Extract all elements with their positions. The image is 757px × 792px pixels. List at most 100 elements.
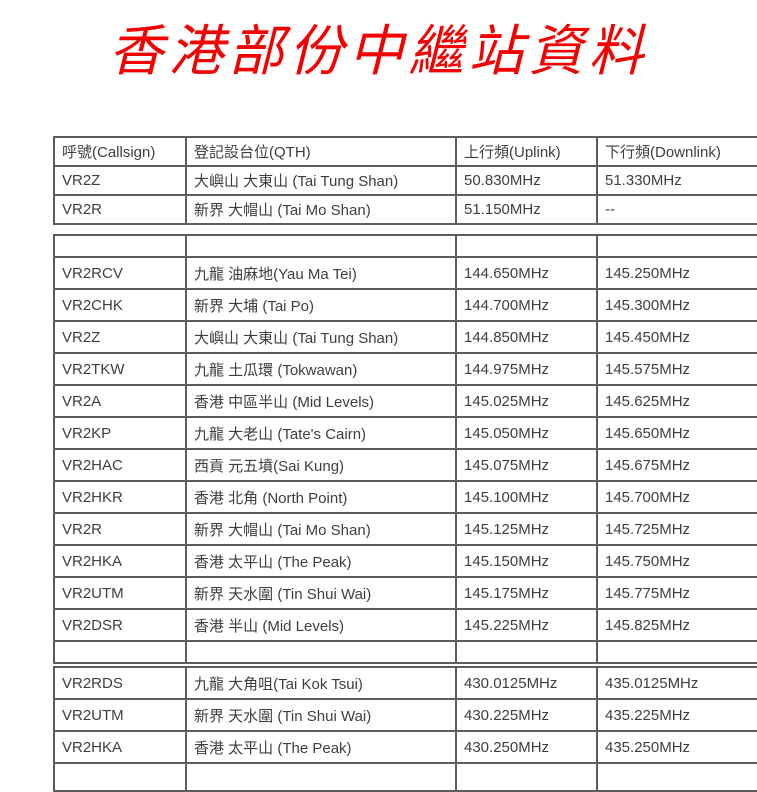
uplink-cell: 145.100MHz — [455, 480, 598, 514]
repeater-row: VR2R 新界 大帽山 (Tai Mo Shan) 51.150MHz -- — [53, 194, 757, 225]
downlink-cell: 435.250MHz — [596, 730, 757, 764]
column-header-callsign: 呼號(Callsign) — [53, 136, 187, 167]
qth-cell: 香港 太平山 (The Peak) — [185, 730, 457, 764]
uplink-cell: 144.850MHz — [455, 320, 598, 354]
repeater-row: VR2RDS 九龍 大角咀(Tai Kok Tsui) 430.0125MHz 435… — [53, 666, 757, 700]
uplink-cell: 145.225MHz — [455, 608, 598, 642]
uplink-cell: 144.975MHz — [455, 352, 598, 386]
callsign-cell: VR2RCV — [53, 256, 187, 290]
repeater-row: VR2HKR 香港 北角 (North Point) 145.100MHz 145.7… — [53, 480, 757, 514]
column-header-qth: 登記設台位(QTH) — [185, 136, 457, 167]
downlink-cell: 145.450MHz — [596, 320, 757, 354]
uplink-cell: 144.650MHz — [455, 256, 598, 290]
uplink-cell: 51.150MHz — [455, 194, 598, 225]
qth-cell: 新界 天水圍 (Tin Shui Wai) — [185, 698, 457, 732]
qth-cell: 九龍 大角咀(Tai Kok Tsui) — [185, 666, 457, 700]
downlink-cell: 145.675MHz — [596, 448, 757, 482]
uplink-cell: 430.250MHz — [455, 730, 598, 764]
qth-cell: 九龍 土瓜環 (Tokwawan) — [185, 352, 457, 386]
separator-cell — [455, 234, 598, 258]
uplink-cell: 145.050MHz — [455, 416, 598, 450]
repeater-row: VR2RCV 九龍 油麻地(Yau Ma Tei) 144.650MHz 145.25… — [53, 256, 757, 290]
repeater-row: VR2UTM 新界 天水圍 (Tin Shui Wai) 145.175MHz 145… — [53, 576, 757, 610]
downlink-cell: 145.750MHz — [596, 544, 757, 578]
qth-cell: 香港 中區半山 (Mid Levels) — [185, 384, 457, 418]
uplink-cell: 50.830MHz — [455, 165, 598, 196]
separator-cell — [53, 234, 187, 258]
clipped-cell — [596, 762, 757, 792]
repeater-row: VR2KP 九龍 大老山 (Tate's Cairn) 145.050MHz 145.… — [53, 416, 757, 450]
callsign-cell: VR2UTM — [53, 698, 187, 732]
qth-cell: 新界 大帽山 (Tai Mo Shan) — [185, 194, 457, 225]
separator-row — [53, 640, 757, 664]
repeater-tables: 呼號(Callsign) 登記設台位(QTH) 上行頻(Uplink) 下行頻(Dow… — [53, 136, 757, 792]
uplink-cell: 430.0125MHz — [455, 666, 598, 700]
callsign-cell: VR2HKA — [53, 730, 187, 764]
qth-cell: 新界 大埔 (Tai Po) — [185, 288, 457, 322]
repeater-row: VR2Z 大嶼山 大東山 (Tai Tung Shan) 144.850MHz 145… — [53, 320, 757, 354]
separator-cell — [185, 234, 457, 258]
downlink-cell: 435.225MHz — [596, 698, 757, 732]
qth-cell: 西貢 元五墳(Sai Kung) — [185, 448, 457, 482]
separator-row — [53, 234, 757, 258]
uplink-cell: 145.125MHz — [455, 512, 598, 546]
downlink-cell: 145.775MHz — [596, 576, 757, 610]
downlink-cell: 435.0125MHz — [596, 666, 757, 700]
uplink-cell: 145.025MHz — [455, 384, 598, 418]
header-row: 呼號(Callsign) 登記設台位(QTH) 上行頻(Uplink) 下行頻(Dow… — [53, 136, 757, 167]
separator-cell — [185, 640, 457, 664]
repeater-table-50mhz: 呼號(Callsign) 登記設台位(QTH) 上行頻(Uplink) 下行頻(Dow… — [53, 136, 757, 225]
downlink-cell: 145.300MHz — [596, 288, 757, 322]
qth-cell: 香港 太平山 (The Peak) — [185, 544, 457, 578]
repeater-row: VR2CHK 新界 大埔 (Tai Po) 144.700MHz 145.300MHz — [53, 288, 757, 322]
callsign-cell: VR2TKW — [53, 352, 187, 386]
callsign-cell: VR2R — [53, 512, 187, 546]
callsign-cell: VR2CHK — [53, 288, 187, 322]
qth-cell: 新界 天水圍 (Tin Shui Wai) — [185, 576, 457, 610]
clipped-cell — [185, 762, 457, 792]
callsign-cell: VR2HKR — [53, 480, 187, 514]
repeater-row: VR2UTM 新界 天水圍 (Tin Shui Wai) 430.225MHz 435… — [53, 698, 757, 732]
uplink-cell: 145.075MHz — [455, 448, 598, 482]
clipped-cell — [53, 762, 187, 792]
callsign-cell: VR2HAC — [53, 448, 187, 482]
downlink-cell: 51.330MHz — [596, 165, 757, 196]
downlink-cell: -- — [596, 194, 757, 225]
downlink-cell: 145.250MHz — [596, 256, 757, 290]
downlink-cell: 145.575MHz — [596, 352, 757, 386]
repeater-table-430mhz: VR2RDS 九龍 大角咀(Tai Kok Tsui) 430.0125MHz 435… — [53, 666, 757, 792]
page: 香港部份中繼站資料 呼號(Callsign) 登記設台位(QTH) 上行頻(Upli… — [0, 6, 757, 792]
page-title: 香港部份中繼站資料 — [108, 20, 649, 82]
uplink-cell: 145.175MHz — [455, 576, 598, 610]
qth-cell: 新界 大帽山 (Tai Mo Shan) — [185, 512, 457, 546]
qth-cell: 香港 半山 (Mid Levels) — [185, 608, 457, 642]
callsign-cell: VR2UTM — [53, 576, 187, 610]
clipped-partial-row — [53, 762, 757, 792]
uplink-cell: 144.700MHz — [455, 288, 598, 322]
qth-cell: 大嶼山 大東山 (Tai Tung Shan) — [185, 165, 457, 196]
repeater-row: VR2HKA 香港 太平山 (The Peak) 430.250MHz 435.250… — [53, 730, 757, 764]
repeater-table-144mhz: VR2RCV 九龍 油麻地(Yau Ma Tei) 144.650MHz 145.25… — [53, 234, 757, 664]
downlink-cell: 145.825MHz — [596, 608, 757, 642]
callsign-cell: VR2Z — [53, 320, 187, 354]
repeater-row: VR2HAC 西貢 元五墳(Sai Kung) 145.075MHz 145.675M… — [53, 448, 757, 482]
repeater-row: VR2HKA 香港 太平山 (The Peak) 145.150MHz 145.750… — [53, 544, 757, 578]
uplink-cell: 430.225MHz — [455, 698, 598, 732]
callsign-cell: VR2DSR — [53, 608, 187, 642]
downlink-cell: 145.725MHz — [596, 512, 757, 546]
downlink-cell: 145.700MHz — [596, 480, 757, 514]
callsign-cell: VR2R — [53, 194, 187, 225]
callsign-cell: VR2RDS — [53, 666, 187, 700]
repeater-row: VR2A 香港 中區半山 (Mid Levels) 145.025MHz 145.62… — [53, 384, 757, 418]
repeater-row: VR2R 新界 大帽山 (Tai Mo Shan) 145.125MHz 145.72… — [53, 512, 757, 546]
qth-cell: 香港 北角 (North Point) — [185, 480, 457, 514]
downlink-cell: 145.625MHz — [596, 384, 757, 418]
repeater-row: VR2TKW 九龍 土瓜環 (Tokwawan) 144.975MHz 145.575… — [53, 352, 757, 386]
separator-cell — [455, 640, 598, 664]
qth-cell: 大嶼山 大東山 (Tai Tung Shan) — [185, 320, 457, 354]
qth-cell: 九龍 大老山 (Tate's Cairn) — [185, 416, 457, 450]
column-header-downlink: 下行頻(Downlink) — [596, 136, 757, 167]
uplink-cell: 145.150MHz — [455, 544, 598, 578]
callsign-cell: VR2HKA — [53, 544, 187, 578]
repeater-row: VR2Z 大嶼山 大東山 (Tai Tung Shan) 50.830MHz 51.3… — [53, 165, 757, 196]
